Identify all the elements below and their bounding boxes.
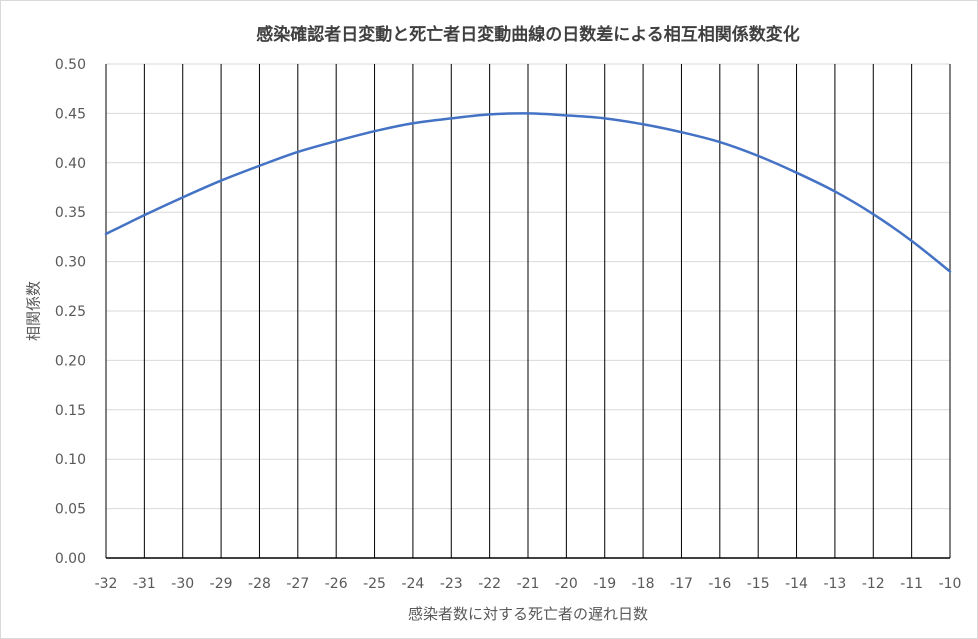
y-tick-label: 0.20 <box>55 353 86 369</box>
x-tick-label: -16 <box>708 576 731 592</box>
x-tick-label: -23 <box>440 576 463 592</box>
x-tick-label: -31 <box>133 576 156 592</box>
x-tick-label: -11 <box>900 576 923 592</box>
x-tick-label: -18 <box>632 576 655 592</box>
x-tick-label: -10 <box>939 576 962 592</box>
y-tick-label: 0.30 <box>55 255 86 271</box>
x-tick-label: -29 <box>210 576 233 592</box>
y-tick-label: 0.10 <box>55 452 86 468</box>
y-tick-label: 0.00 <box>55 551 86 567</box>
x-tick-label: -20 <box>555 576 578 592</box>
chart-title: 感染確認者日変動と死亡者日変動曲線の日数差による相互相関係数変化 <box>256 25 800 45</box>
y-tick-label: 0.50 <box>55 57 86 73</box>
x-tick-label: -26 <box>325 576 348 592</box>
x-axis-label: 感染者数に対する死亡者の遅れ日数 <box>407 605 648 623</box>
y-tick-label: 0.15 <box>55 403 86 419</box>
x-tick-label: -14 <box>785 576 808 592</box>
x-tick-label: -25 <box>363 576 386 592</box>
x-tick-label: -13 <box>823 576 846 592</box>
x-tick-label: -19 <box>593 576 616 592</box>
y-tick-label: 0.25 <box>55 304 86 320</box>
x-tick-label: -12 <box>862 576 885 592</box>
x-tick-label: -28 <box>248 576 271 592</box>
x-tick-label: -17 <box>670 576 693 592</box>
x-tick-label: -24 <box>401 576 424 592</box>
y-tick-label: 0.40 <box>55 156 86 172</box>
x-tick-label: -21 <box>517 576 540 592</box>
x-tick-label: -30 <box>171 576 194 592</box>
x-tick-label: -27 <box>286 576 309 592</box>
x-tick-label: -32 <box>95 576 118 592</box>
y-tick-label: 0.35 <box>55 205 86 221</box>
y-tick-label: 0.45 <box>55 106 86 122</box>
series-line <box>104 112 952 273</box>
x-tick-label: -22 <box>478 576 501 592</box>
y-tick-label: 0.05 <box>55 502 86 518</box>
x-tick-label: -15 <box>747 576 770 592</box>
